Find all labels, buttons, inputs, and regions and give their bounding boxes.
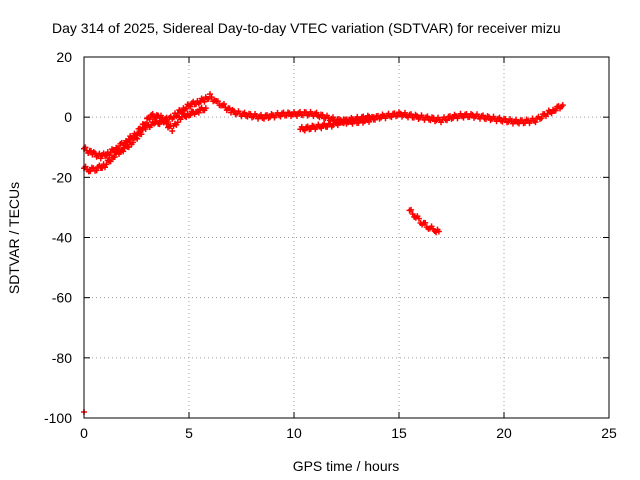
series-lower-track xyxy=(81,104,209,175)
x-tick-label: 10 xyxy=(286,425,302,441)
x-axis-tick-labels: 0 5 10 15 20 25 xyxy=(80,425,617,441)
data-point xyxy=(435,228,442,235)
data-point xyxy=(532,119,539,126)
data-point xyxy=(82,144,89,151)
data-point xyxy=(313,109,320,116)
data-point xyxy=(134,135,141,142)
data-point xyxy=(162,117,169,124)
data-point xyxy=(202,105,209,112)
data-point xyxy=(422,219,429,226)
series-isolated-arc xyxy=(406,206,442,236)
x-tick-label: 0 xyxy=(80,425,88,441)
data-point xyxy=(120,148,127,155)
data-point xyxy=(301,127,308,134)
data-point xyxy=(146,116,153,123)
data-point xyxy=(142,126,149,133)
x-tick-label: 20 xyxy=(496,425,512,441)
data-point xyxy=(183,105,190,112)
data-point xyxy=(496,114,503,121)
data-point xyxy=(187,111,194,118)
data-point xyxy=(388,114,395,121)
data-point xyxy=(424,113,431,120)
data-point xyxy=(93,167,100,174)
data-point xyxy=(214,98,221,105)
data-point xyxy=(156,121,163,128)
data-point xyxy=(241,109,248,116)
y-tick-label: -80 xyxy=(52,350,72,366)
y-tick-label: -60 xyxy=(52,290,72,306)
data-point xyxy=(552,107,559,114)
data-point xyxy=(357,117,364,124)
data-point xyxy=(138,131,145,138)
data-point xyxy=(169,128,176,135)
data-point xyxy=(221,101,227,108)
data-point xyxy=(559,102,566,109)
data-point xyxy=(318,125,325,132)
data-point xyxy=(97,155,104,162)
data-point xyxy=(107,158,114,165)
data-point xyxy=(261,115,267,122)
y-tick-label: 20 xyxy=(56,49,72,65)
data-point xyxy=(130,139,136,146)
data-point xyxy=(538,115,545,122)
data-point xyxy=(340,120,347,127)
data-series xyxy=(81,91,566,415)
data-point xyxy=(444,117,450,124)
series-recovery-track xyxy=(297,112,377,134)
data-point xyxy=(370,114,377,121)
data-point xyxy=(125,144,132,151)
y-axis-tick-labels: -100 -80 -60 -40 -20 0 20 xyxy=(44,49,72,426)
y-axis-label: SDTVAR / TECUs xyxy=(6,182,22,294)
x-tick-label: 5 xyxy=(185,425,193,441)
x-tick-label: 15 xyxy=(391,425,407,441)
data-point xyxy=(111,154,118,161)
data-point xyxy=(173,113,180,120)
y-tick-label: -40 xyxy=(52,230,72,246)
series-upper-track xyxy=(81,91,566,162)
data-point xyxy=(415,215,422,222)
y-tick-label: 0 xyxy=(64,109,72,125)
y-tick-label: -100 xyxy=(44,410,72,426)
data-point xyxy=(103,161,110,168)
chart-title: Day 314 of 2025, Sidereal Day-to-day VTE… xyxy=(52,20,561,36)
data-point xyxy=(330,114,336,121)
data-point xyxy=(480,112,486,119)
data-point xyxy=(277,113,284,120)
axis-ticks xyxy=(83,56,610,419)
data-point xyxy=(408,206,415,213)
data-point xyxy=(149,110,156,117)
data-point xyxy=(88,147,94,154)
data-point xyxy=(195,109,202,116)
data-point xyxy=(208,94,215,101)
x-axis-label: GPS time / hours xyxy=(293,458,400,474)
data-point xyxy=(170,114,177,121)
data-point xyxy=(207,91,213,98)
data-point xyxy=(174,119,181,126)
data-point xyxy=(187,103,194,110)
y-tick-label: -20 xyxy=(52,169,72,185)
x-tick-label: 25 xyxy=(601,425,617,441)
